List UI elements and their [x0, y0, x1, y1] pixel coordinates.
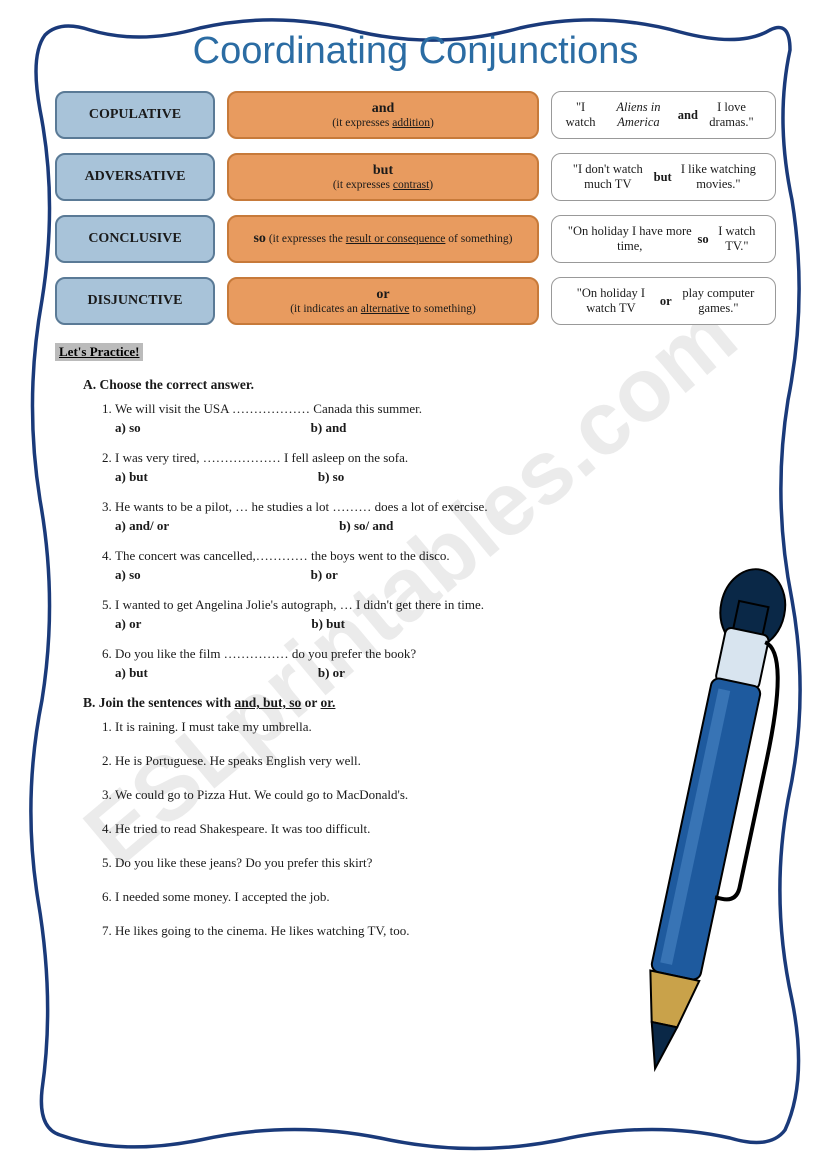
question-options: a) or b) but	[115, 616, 596, 632]
join-item: We could go to Pizza Hut. We could go to…	[115, 787, 776, 803]
join-item: He likes going to the cinema. He likes w…	[115, 923, 776, 939]
example-box: "On holiday I watch TV or play computer …	[551, 277, 776, 325]
option-a: a) so	[115, 567, 141, 583]
category-box: COPULATIVE	[55, 91, 215, 139]
join-item: He tried to read Shakespeare. It was too…	[115, 821, 776, 837]
option-a: a) but	[115, 665, 148, 681]
question-text: I was very tired, ……………… I fell asleep o…	[115, 450, 596, 466]
section-a-head: A. Choose the correct answer.	[83, 377, 776, 393]
conjunction-row: CONCLUSIVEso (it expresses the result or…	[55, 215, 776, 263]
section-a-list: We will visit the USA ……………… Canada this…	[115, 401, 776, 681]
option-a: a) but	[115, 469, 148, 485]
option-b: b) or	[318, 665, 345, 681]
question-text: The concert was cancelled,………… the boys …	[115, 548, 596, 564]
question-text: I wanted to get Angelina Jolie's autogra…	[115, 597, 596, 613]
conjunction-row: COPULATIVEand(it expresses addition)"I w…	[55, 91, 776, 139]
worksheet-page: ESLprintables.com Coordinating Conjuncti…	[0, 0, 821, 1169]
option-b: b) and	[311, 420, 347, 436]
question-item: We will visit the USA ……………… Canada this…	[115, 401, 776, 436]
category-box: CONCLUSIVE	[55, 215, 215, 263]
section-b-head: B. Join the sentences with and, but, so …	[83, 695, 776, 711]
conjunction-table: COPULATIVEand(it expresses addition)"I w…	[55, 91, 776, 325]
option-b: b) so	[318, 469, 344, 485]
question-options: a) but b) so	[115, 469, 596, 485]
practice-label: Let's Practice!	[55, 343, 143, 361]
join-item: I needed some money. I accepted the job.	[115, 889, 776, 905]
example-box: "I watch Aliens in America and I love dr…	[551, 91, 776, 139]
content-area: Coordinating Conjunctions COPULATIVEand(…	[55, 30, 776, 939]
question-item: He wants to be a pilot, … he studies a l…	[115, 499, 776, 534]
question-text: He wants to be a pilot, … he studies a l…	[115, 499, 596, 515]
question-text: Do you like the film …………… do you prefer…	[115, 646, 596, 662]
option-b: b) but	[311, 616, 345, 632]
example-box: "On holiday I have more time, so I watch…	[551, 215, 776, 263]
option-b: b) so/ and	[339, 518, 393, 534]
question-options: a) so b) and	[115, 420, 596, 436]
question-item: Do you like the film …………… do you prefer…	[115, 646, 776, 681]
section-b-list: It is raining. I must take my umbrella. H…	[115, 719, 776, 939]
question-item: I wanted to get Angelina Jolie's autogra…	[115, 597, 776, 632]
example-box: "I don't watch much TV but I like watchi…	[551, 153, 776, 201]
join-item: It is raining. I must take my umbrella.	[115, 719, 776, 735]
question-options: a) but b) or	[115, 665, 596, 681]
conjunction-row: DISJUNCTIVEor(it indicates an alternativ…	[55, 277, 776, 325]
question-item: The concert was cancelled,………… the boys …	[115, 548, 776, 583]
definition-box: and(it expresses addition)	[227, 91, 539, 139]
category-box: DISJUNCTIVE	[55, 277, 215, 325]
option-b: b) or	[311, 567, 338, 583]
option-a: a) so	[115, 420, 141, 436]
category-box: ADVERSATIVE	[55, 153, 215, 201]
conjunction-row: ADVERSATIVEbut(it expresses contrast)"I …	[55, 153, 776, 201]
definition-box: or(it indicates an alternative to someth…	[227, 277, 539, 325]
question-item: I was very tired, ……………… I fell asleep o…	[115, 450, 776, 485]
page-title: Coordinating Conjunctions	[55, 30, 776, 73]
question-options: a) and/ or b) so/ and	[115, 518, 596, 534]
question-text: We will visit the USA ……………… Canada this…	[115, 401, 596, 417]
option-a: a) and/ or	[115, 518, 169, 534]
join-item: He is Portuguese. He speaks English very…	[115, 753, 776, 769]
definition-box: but(it expresses contrast)	[227, 153, 539, 201]
option-a: a) or	[115, 616, 141, 632]
definition-box: so (it expresses the result or consequen…	[227, 215, 539, 263]
join-item: Do you like these jeans? Do you prefer t…	[115, 855, 776, 871]
question-options: a) so b) or	[115, 567, 596, 583]
